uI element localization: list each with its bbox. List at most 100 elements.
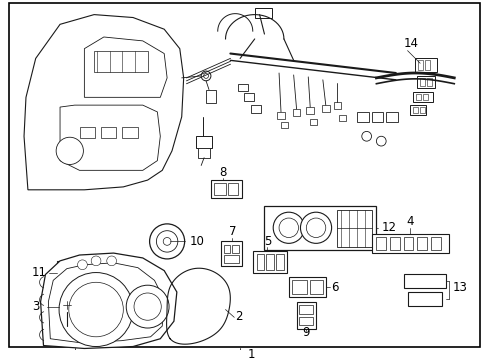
Bar [250,105,260,113]
Bar [210,180,242,198]
Bar [78,265,82,278]
Text: 2: 2 [235,310,242,323]
Polygon shape [41,253,177,348]
Bar [238,84,247,91]
Circle shape [361,131,371,141]
Text: 8: 8 [219,166,226,179]
Bar [424,60,429,70]
Polygon shape [60,105,160,170]
Bar [321,105,329,112]
Text: 4: 4 [406,215,413,229]
Circle shape [376,136,386,146]
Bar [376,237,386,250]
Bar [220,242,242,266]
Circle shape [134,293,161,320]
Circle shape [163,238,171,245]
Bar [415,94,420,100]
Circle shape [126,285,169,328]
Bar [291,280,306,294]
Bar [339,115,346,121]
Text: 11: 11 [32,266,47,279]
Bar [305,107,313,114]
Polygon shape [84,37,167,97]
Polygon shape [24,15,183,190]
Circle shape [305,218,325,238]
Bar [244,94,253,101]
Circle shape [56,137,83,165]
Bar [292,109,300,116]
Bar [356,112,368,122]
Bar [277,112,285,119]
Text: 5: 5 [263,235,270,248]
Circle shape [279,218,298,238]
Circle shape [69,282,123,337]
Bar [403,237,412,250]
Bar [416,76,434,87]
Bar [223,245,230,253]
Bar [389,237,399,250]
Bar [309,280,322,294]
Circle shape [106,256,116,266]
Polygon shape [63,312,71,321]
Circle shape [201,71,210,81]
Bar [299,305,312,314]
Circle shape [203,73,208,78]
Text: 10: 10 [189,235,204,248]
Text: 9: 9 [302,327,309,339]
Bar [122,127,138,138]
Polygon shape [48,263,164,343]
Bar [333,102,341,109]
Circle shape [78,260,87,270]
Polygon shape [57,261,92,284]
Bar [281,122,287,127]
Text: 14: 14 [403,37,418,50]
Bar [337,210,371,247]
Bar [407,292,441,306]
Bar [94,51,147,72]
Bar [196,136,211,148]
Bar [266,254,274,270]
Bar [62,265,67,278]
Bar [80,127,95,138]
Text: 7: 7 [228,225,236,238]
Bar [416,237,426,250]
Bar [386,112,397,122]
Bar [412,107,417,113]
Bar [232,245,239,253]
Bar [264,206,376,250]
Bar [296,302,315,329]
Text: 12: 12 [381,221,395,234]
Text: 6: 6 [331,281,338,294]
Bar [276,254,284,270]
Bar [309,119,316,125]
Bar [101,127,116,138]
Bar [252,251,286,273]
Circle shape [63,301,71,309]
Bar [256,254,264,270]
Circle shape [300,212,331,243]
Circle shape [156,231,178,252]
Circle shape [59,297,75,312]
Bar [409,105,425,115]
Bar [371,112,383,122]
Circle shape [91,256,101,266]
Bar [205,90,215,103]
Bar [213,183,225,195]
Circle shape [149,224,184,259]
Bar [371,234,448,253]
Circle shape [273,212,304,243]
Bar [198,148,209,158]
Text: 3: 3 [32,300,39,313]
Bar [403,274,446,288]
Bar [288,278,325,297]
Bar [419,107,424,113]
Bar [412,93,432,102]
Bar [254,8,272,18]
Bar [223,255,239,263]
Bar [414,58,436,72]
Circle shape [59,273,133,347]
Bar [299,317,312,325]
Text: 1: 1 [247,348,255,360]
Bar [419,78,424,86]
Bar [430,237,440,250]
